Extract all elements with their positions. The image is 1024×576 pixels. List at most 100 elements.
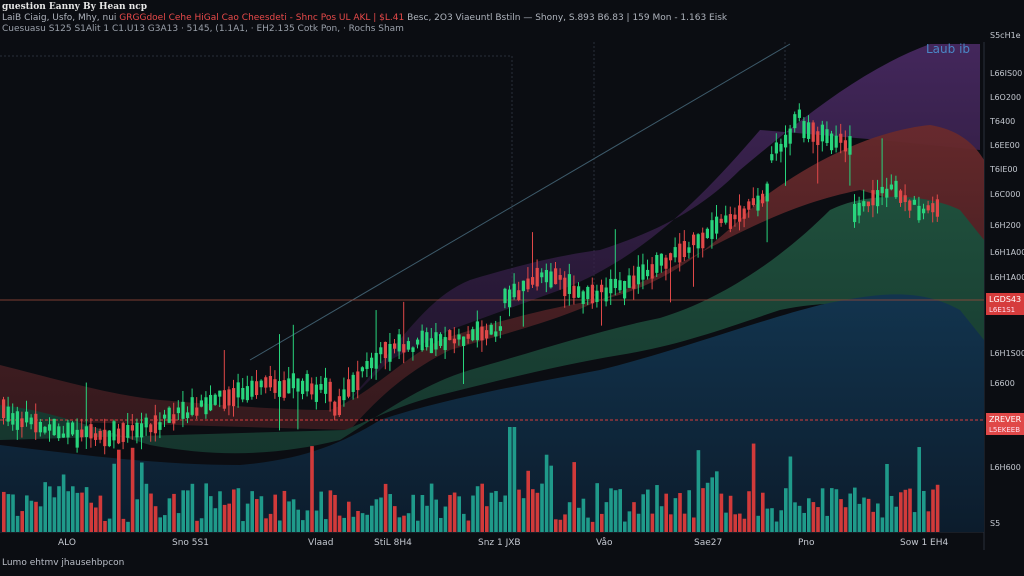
volume-bar [512,427,517,532]
candle-body [199,400,203,407]
volume-bar [521,498,526,532]
candle-body [291,373,295,389]
volume-bar [480,483,484,532]
volume-bar [98,495,103,532]
candle-body [779,143,783,152]
candle-body [526,278,530,290]
candle-body [586,286,590,300]
candle-body [549,271,553,288]
volume-bar [144,483,149,532]
candle-body [540,272,544,278]
volume-bar [130,447,135,532]
candle-body [406,341,410,350]
volume-bar [342,517,346,532]
volume-bar [434,499,438,532]
candle-body [802,121,806,139]
price-axis[interactable]: S5cH1e L66IS00 L6O200 T6400 L6EE00 T6IE00 L6C0… [989,31,1024,528]
volume-bar [186,490,190,532]
volume-bar [724,512,728,532]
candle-body [825,129,829,144]
candlesticks[interactable] [2,103,939,455]
candle-body [176,407,180,414]
volume-bar [604,502,609,532]
volume-bar [793,502,797,532]
volume-bar [126,521,130,532]
price-axis-label: T6400 [989,117,1015,126]
volume-bar [6,494,11,532]
volume-bar [103,520,107,532]
candle-body [521,280,525,292]
candle-body [917,205,921,221]
volume-bar [489,492,494,532]
volume-bar [494,491,498,532]
volume-bar [347,501,351,532]
candle-body [471,329,475,341]
volume-bar [517,489,521,532]
candle-body [342,389,346,401]
volume-bar [89,502,93,532]
candle-body [360,367,364,372]
price-tag-value: ZREVER [989,415,1022,424]
indicator-legend[interactable]: Cuesuasu S125 S1Alit 1 C1.U13 G3A13 · 51… [2,24,404,34]
volume-bar [34,501,38,532]
time-axis-label: ALO [58,538,76,548]
volume-bar [416,520,420,532]
candle-body [793,114,797,129]
volume-bar [627,511,632,532]
volume-bar [659,506,664,532]
candle-body [190,397,194,415]
volume-bar [20,511,24,532]
candle-body [926,205,930,211]
candle-body [678,243,682,263]
volume-bar [673,498,678,532]
volume-bar [360,513,365,532]
candle-body [370,357,374,369]
candle-body [314,384,318,402]
candle-body [126,424,130,438]
candle-body [512,283,516,298]
volume-bar [696,450,701,532]
volume-bar [388,494,392,532]
volume-bar [669,514,673,532]
volume-bar [834,489,839,532]
trend-line[interactable] [249,43,791,361]
candle-body [613,278,617,288]
symbol-title[interactable]: guestion Eanny By Hean ncp [2,2,148,12]
candle-body [719,218,723,224]
volume-bar [172,493,176,532]
candle-body [531,277,535,285]
volume-bar [250,491,254,532]
candle-body [733,214,737,220]
volume-bar [278,520,282,532]
candle-body [659,253,663,266]
volume-bar [908,488,912,532]
volume-bar [687,490,691,532]
time-axis-label: Sno 5S1 [172,538,209,548]
candle-body [347,379,351,397]
candle-body [480,326,484,341]
candle-body [462,336,466,346]
volume-bar [236,488,241,532]
volume-bar [282,490,287,532]
candle-body [655,254,659,273]
time-axis[interactable]: ALO Sno 5S1 Vlaad StiL 8H4 Snz 1 JXB Våo Sae27… [58,537,948,548]
volume-bar [650,513,655,532]
volume-bar [738,513,742,532]
volume-bar [871,511,875,532]
volume-bar [784,488,788,532]
candle-body [494,331,498,337]
price-axis-label: S5 [990,519,1000,528]
volume-bar [287,501,291,532]
volume-bar [149,493,153,532]
volume-bar [365,514,369,532]
volume-bar [452,492,457,532]
volume-bar [567,502,572,532]
volume-bar [52,497,57,532]
candle-body [34,413,38,433]
candle-body [922,208,926,214]
volume-bar [393,506,397,532]
volume-bar [590,521,595,532]
volume-bar [71,486,75,532]
volume-bar [268,513,273,532]
